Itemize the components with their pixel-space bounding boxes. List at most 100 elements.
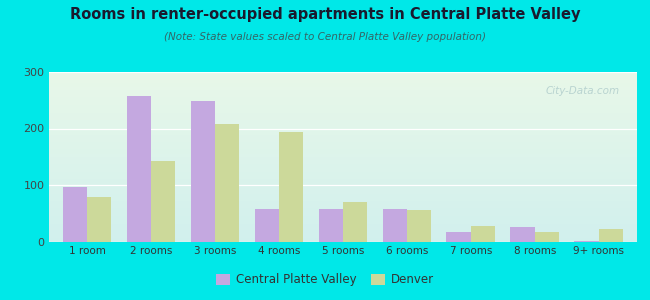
Bar [49,92,637,93]
Bar [49,228,637,229]
Bar [49,212,637,213]
Bar [49,144,637,145]
Bar [49,240,637,241]
Bar [49,124,637,125]
Bar [49,98,637,99]
Bar [49,231,637,232]
Bar [49,217,637,218]
Bar [49,204,637,205]
Bar [49,149,637,150]
Bar [49,230,637,231]
Bar [49,102,637,103]
Bar [49,172,637,173]
Bar [49,173,637,174]
Bar [49,111,637,112]
Bar [49,108,637,109]
Bar [49,87,637,88]
Bar [49,88,637,89]
Bar [49,73,637,74]
Bar [49,241,637,242]
Bar [49,219,637,220]
Bar [49,83,637,84]
Bar [279,132,304,242]
Bar [49,164,637,165]
Bar [49,188,637,189]
Bar [49,226,637,227]
Bar [49,81,637,82]
Bar [49,78,637,79]
Bar [49,202,637,203]
Bar [49,154,637,155]
Bar [49,176,637,177]
Bar [49,168,637,169]
Bar [49,208,637,209]
Bar [49,209,637,210]
Bar [49,99,637,100]
Bar [49,186,637,187]
Bar [49,189,637,190]
Bar [49,130,637,131]
Bar [49,107,637,108]
Bar [49,94,637,95]
Bar [49,101,637,102]
Bar [63,187,87,242]
Bar [49,200,637,201]
Bar [318,209,343,242]
Bar [49,133,637,134]
Bar [382,209,407,242]
Bar [49,162,637,163]
Bar [127,96,151,242]
Bar [599,229,623,242]
Bar [49,194,637,195]
Bar [49,150,637,151]
Bar [49,100,637,101]
Bar [49,181,637,182]
Bar [255,209,279,242]
Bar [49,93,637,94]
Bar [49,140,637,141]
Bar [49,125,637,126]
Bar [49,221,637,222]
Bar [49,157,637,158]
Bar [49,138,637,139]
Bar [49,195,637,196]
Bar [471,226,495,242]
Bar [49,184,637,185]
Bar [49,187,637,188]
Bar [49,210,637,211]
Bar [49,202,637,203]
Bar [49,118,637,119]
Bar [49,152,637,153]
Bar [151,161,176,242]
Bar [49,229,637,230]
Bar [49,145,637,146]
Bar [49,120,637,121]
Bar [49,112,637,113]
Bar [49,121,637,122]
Bar [49,193,637,194]
Bar [49,156,637,157]
Bar [49,155,637,156]
Bar [49,160,637,161]
Bar [49,104,637,105]
Bar [49,126,637,127]
Bar [49,89,637,90]
Bar [49,178,637,179]
Bar [49,113,637,114]
Bar [49,76,637,77]
Bar [49,137,637,138]
Bar [49,114,637,115]
Bar [49,165,637,166]
Bar [49,179,637,180]
Bar [49,147,637,148]
Bar [49,232,637,233]
Bar [49,166,637,167]
Bar [49,91,637,92]
Bar [49,96,637,97]
Bar [49,109,637,110]
Bar [447,232,471,242]
Bar [49,135,637,136]
Bar [49,191,637,192]
Bar [49,79,637,80]
Bar [49,236,637,237]
